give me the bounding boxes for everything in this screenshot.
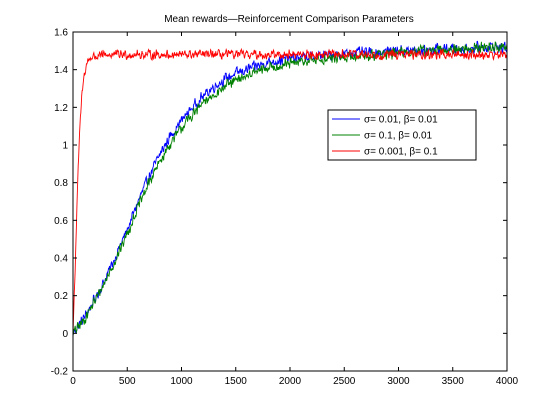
y-tick-label: -0.2 bbox=[51, 367, 69, 378]
x-tick-label: 500 bbox=[119, 376, 136, 387]
x-tick-label: 2500 bbox=[333, 376, 356, 387]
y-tick-label: 0.8 bbox=[54, 178, 68, 189]
legend: σ= 0.01, β= 0.01 σ= 0.1, β= 0.01 σ= 0.001,… bbox=[327, 109, 477, 161]
y-tick-label: 0.2 bbox=[54, 291, 68, 302]
legend-label: σ= 0.001, β= 0.1 bbox=[364, 147, 438, 158]
y-tick-label: 1.4 bbox=[54, 65, 68, 76]
x-tick-label: 3500 bbox=[442, 376, 465, 387]
x-tick-label: 4000 bbox=[496, 376, 519, 387]
series-layer bbox=[73, 40, 507, 337]
plot-area bbox=[73, 32, 507, 371]
x-tick-label: 0 bbox=[70, 376, 76, 387]
y-tick-label: 1 bbox=[62, 141, 68, 152]
legend-label: σ= 0.1, β= 0.01 bbox=[364, 131, 433, 142]
x-tick-label: 2000 bbox=[279, 376, 302, 387]
chart-title: Mean rewards—Reinforcement Comparison Pa… bbox=[164, 14, 414, 25]
x-tick-label: 3000 bbox=[387, 376, 410, 387]
series-line-2 bbox=[73, 41, 507, 337]
x-tick-label: 1500 bbox=[225, 376, 248, 387]
y-tick-label: 0.4 bbox=[54, 254, 68, 265]
y-tick-label: 0 bbox=[62, 329, 68, 340]
y-tick-label: 1.2 bbox=[54, 103, 68, 114]
y-tick-label: 1.6 bbox=[54, 28, 68, 39]
legend-label: σ= 0.01, β= 0.01 bbox=[364, 115, 438, 126]
x-tick-label: 1000 bbox=[170, 376, 193, 387]
axis-layer: 0 500 1000 1500 2000 2500 3000 3500 4000-0.200.2… bbox=[51, 28, 519, 388]
series-line-3 bbox=[73, 47, 507, 334]
y-tick-label: 0.6 bbox=[54, 216, 68, 227]
